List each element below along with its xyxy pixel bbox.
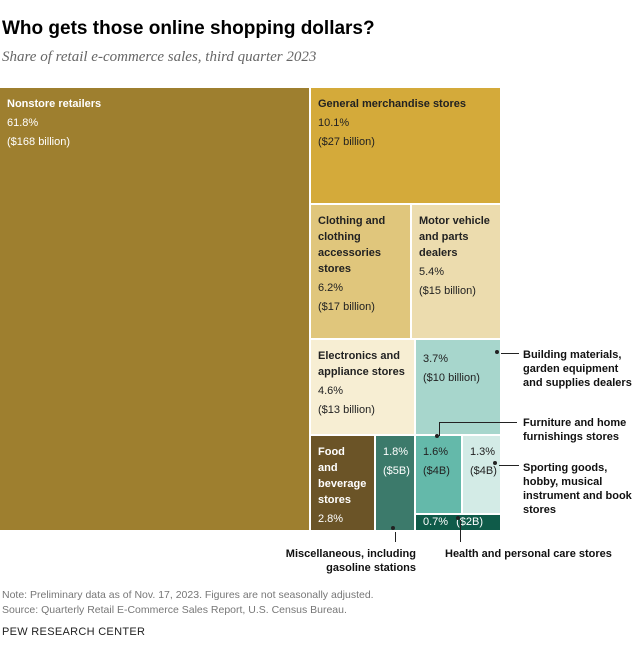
leader-dot xyxy=(391,526,395,530)
cell-share: 4.6% xyxy=(318,385,344,397)
treemap-cell: General merchandise stores 10.1% ($27 bill… xyxy=(311,88,500,203)
cell-share: 6.2% xyxy=(318,282,344,294)
leader-line xyxy=(395,532,396,542)
cell-value: ($4B) xyxy=(470,465,497,477)
notes: Note: Preliminary data as of Nov. 17, 20… xyxy=(2,588,374,618)
cell-value: ($13 billion) xyxy=(318,404,375,416)
cell-value: ($15 billion) xyxy=(419,285,476,297)
cell-share: 3.7% xyxy=(423,353,449,365)
callout-label: Health and personal care stores xyxy=(445,548,612,560)
chart-subtitle: Share of retail e-commerce sales, third … xyxy=(2,49,317,65)
cell-share: 0.7% xyxy=(423,516,449,528)
cell-value: ($7B) xyxy=(318,532,345,544)
cell-share: 61.8% xyxy=(7,117,39,129)
treemap-cell: 1.6% ($4B) xyxy=(416,436,461,513)
cell-share: 1.8% xyxy=(383,446,409,458)
treemap-cell: Clothing and clothing accessories stores… xyxy=(311,205,410,338)
cell-label: Nonstore retailers xyxy=(7,98,102,110)
cell-value: ($27 billion) xyxy=(318,136,375,148)
cell-label: General merchandise stores xyxy=(318,98,466,110)
treemap-cell: Nonstore retailers 61.8% ($168 billion) xyxy=(0,88,309,530)
brand-logo: PEW RESEARCH CENTER xyxy=(2,626,146,638)
cell-value: ($168 billion) xyxy=(7,136,70,148)
treemap-cell: 1.8% ($5B) xyxy=(376,436,414,530)
treemap-cell: Food and beverage stores 2.8% ($7B) xyxy=(311,436,374,544)
cell-value: ($17 billion) xyxy=(318,301,375,313)
cell-share: 10.1% xyxy=(318,117,350,129)
callout-label: Sporting goods, hobby, musical instrumen… xyxy=(523,462,632,516)
leader-dot xyxy=(435,434,439,438)
cell-label: Food and beverage stores xyxy=(318,446,367,506)
treemap-cell: Electronics and appliance stores 4.6% ($13… xyxy=(311,340,414,434)
cell-share: 1.3% xyxy=(470,446,496,458)
leader-line xyxy=(439,422,517,423)
callout-label: Building materials, garden equipment and… xyxy=(523,349,632,389)
treemap-cell: 3.7% ($10 billion) xyxy=(416,340,500,434)
leader-line xyxy=(501,353,519,354)
chart-title: Who gets those online shopping dollars? xyxy=(2,18,375,39)
leader-dot xyxy=(493,461,497,465)
treemap-cell: 1.3% ($4B) xyxy=(463,436,500,513)
callout-label: Furniture and home furnishings stores xyxy=(523,417,627,443)
treemap-cell: Motor vehicle and parts dealers 5.4% ($15 … xyxy=(412,205,500,338)
cell-value: ($4B) xyxy=(423,465,450,477)
treemap-cell: 0.7% ($2B) xyxy=(416,515,500,530)
callout-label: Miscellaneous, including gasoline statio… xyxy=(285,548,416,574)
source-text: Source: Quarterly Retail E-Commerce Sale… xyxy=(2,604,347,616)
cell-label: Electronics and appliance stores xyxy=(318,350,405,378)
leader-line xyxy=(499,465,519,466)
leader-dot xyxy=(456,516,460,520)
cell-share: 2.8% xyxy=(318,513,344,525)
leader-line xyxy=(460,520,461,542)
cell-label: Clothing and clothing accessories stores xyxy=(318,215,386,275)
leader-dot xyxy=(495,350,499,354)
cell-value: ($2B) xyxy=(456,516,483,528)
cell-share: 1.6% xyxy=(423,446,449,458)
cell-share: 5.4% xyxy=(419,266,445,278)
cell-value: ($5B) xyxy=(383,465,410,477)
note-text: Note: Preliminary data as of Nov. 17, 20… xyxy=(2,589,374,601)
cell-label: Motor vehicle and parts dealers xyxy=(419,215,490,259)
leader-line xyxy=(439,422,440,436)
cell-value: ($10 billion) xyxy=(423,372,480,384)
